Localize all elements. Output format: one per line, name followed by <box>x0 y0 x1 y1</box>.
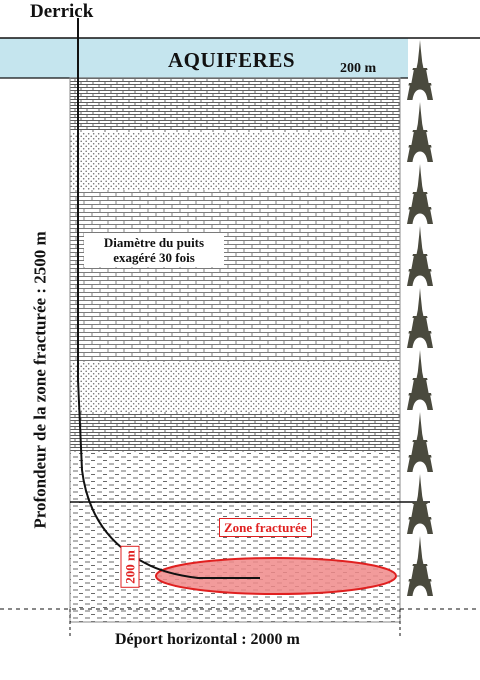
well-diameter-note: Diamètre du puits exagéré 30 fois <box>84 233 224 267</box>
rock-layer-brick <box>70 280 400 362</box>
fractured-depth-label: Profondeur de la zone fracturée : 2500 m <box>30 231 50 529</box>
aquifer-label: AQUIFERES <box>168 48 296 72</box>
eiffel-tower-icon <box>407 40 433 100</box>
eiffel-tower-icon <box>407 164 433 224</box>
section-outline <box>69 77 401 623</box>
eiffel-tower-scale <box>407 40 433 596</box>
rock-layer-brick-dense <box>70 78 400 132</box>
eiffel-tower-icon <box>407 474 433 534</box>
eiffel-tower-icon <box>407 536 433 596</box>
eiffel-tower-icon <box>407 226 433 286</box>
eiffel-tower-icon <box>407 102 433 162</box>
fracture-zone-ellipse <box>155 557 397 595</box>
fractured-zone-thickness-label: 200 m <box>120 546 140 588</box>
rock-layer-dots <box>70 132 400 190</box>
aquifer-band <box>0 38 408 78</box>
horizontal-offset-label: Déport horizontal : 2000 m <box>115 631 300 648</box>
derrick-label: Derrick <box>30 1 94 22</box>
rock-layers <box>70 78 400 622</box>
eiffel-tower-icon <box>407 412 433 472</box>
aquifer-depth-label: 200 m <box>340 61 377 76</box>
eiffel-tower-icon <box>407 350 433 410</box>
rock-layer-dots <box>70 362 400 412</box>
eiffel-tower-icon <box>407 288 433 348</box>
fractured-zone-label: Zone fracturée <box>219 518 312 537</box>
rock-layer-dash <box>70 452 400 622</box>
rock-layer-brick-dense <box>70 412 400 452</box>
